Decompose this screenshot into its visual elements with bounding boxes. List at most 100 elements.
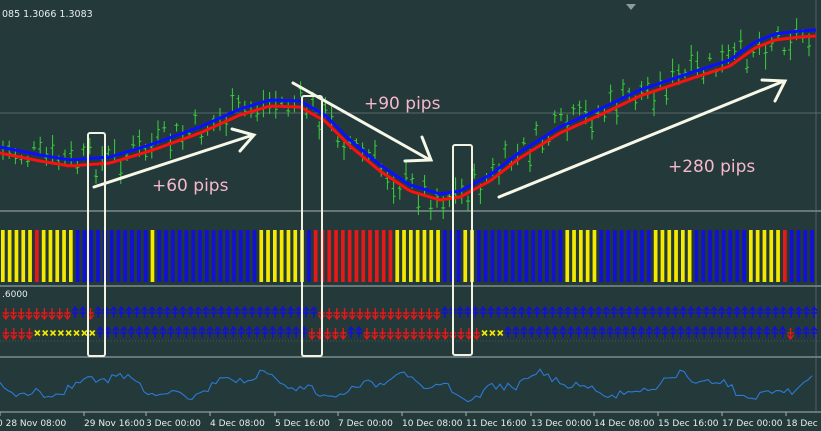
up-arrow-marker	[347, 325, 355, 338]
up-arrow-marker	[133, 305, 141, 318]
signal-bar	[742, 230, 746, 282]
up-arrow-marker	[810, 305, 818, 318]
up-arrow-marker	[510, 305, 518, 318]
up-arrow-marker	[595, 305, 603, 318]
trend-arrow-3	[497, 79, 786, 199]
candle	[590, 118, 594, 140]
up-arrow-marker	[672, 305, 680, 318]
up-arrow-marker	[710, 305, 718, 318]
down-arrow-marker	[371, 328, 379, 341]
candle	[745, 59, 749, 74]
cross-marker	[89, 329, 96, 337]
down-arrow-marker	[433, 308, 441, 321]
up-arrow-marker	[71, 305, 79, 318]
signal-bar	[252, 230, 257, 282]
signal-bar	[776, 230, 780, 282]
candle	[69, 141, 74, 167]
up-arrow-marker	[148, 305, 156, 318]
down-arrow-marker	[308, 328, 316, 341]
signal-bar	[354, 230, 359, 282]
up-arrow-marker	[214, 325, 222, 338]
signal-bar	[35, 230, 39, 282]
signal-bar	[225, 230, 230, 282]
signal-bar	[150, 230, 155, 282]
candle	[707, 53, 712, 62]
down-arrow-marker	[363, 328, 371, 341]
up-arrow-marker	[725, 305, 734, 318]
down-arrow-marker	[410, 308, 418, 321]
up-arrow-marker	[716, 325, 724, 338]
signal-bar	[218, 230, 223, 282]
up-arrow-marker	[732, 325, 740, 338]
signal-bars	[1, 230, 814, 282]
signal-bar	[75, 230, 80, 282]
candle	[373, 139, 377, 163]
down-arrow-marker	[410, 328, 418, 341]
chart-shift-marker[interactable]	[626, 4, 636, 10]
signal-bar	[116, 230, 121, 282]
time-axis-label: 13 Dec 00:00	[531, 419, 592, 429]
cross-marker	[497, 329, 504, 337]
down-arrow-marker	[371, 308, 379, 321]
signal-bar	[769, 230, 774, 282]
candle	[559, 107, 563, 121]
down-arrow-marker	[364, 308, 372, 321]
up-arrow-marker	[163, 305, 172, 318]
signal-bar	[48, 230, 53, 282]
arrow-row-1	[2, 305, 818, 321]
signal-bar	[409, 230, 413, 282]
cross-marker	[81, 329, 88, 337]
up-arrow-marker	[479, 305, 487, 318]
down-arrow-marker	[418, 328, 426, 341]
time-axis-label: 29 Nov 16:00	[84, 419, 145, 429]
down-arrow-marker	[25, 308, 33, 321]
up-arrow-marker	[518, 305, 526, 318]
cross-marker	[57, 329, 64, 337]
down-arrow-marker	[17, 308, 25, 321]
candle	[137, 129, 142, 157]
signal-bar	[171, 230, 175, 282]
signal-bar	[429, 230, 434, 282]
candle	[577, 100, 582, 116]
signal-bar	[749, 230, 753, 282]
up-arrow-marker	[702, 305, 710, 318]
up-arrow-marker	[695, 305, 703, 318]
down-arrow-marker	[426, 328, 434, 341]
signal-bar	[422, 230, 427, 282]
candle	[552, 110, 557, 124]
up-arrow-marker	[210, 305, 218, 318]
signal-bar	[504, 230, 508, 282]
up-arrow-marker	[755, 325, 763, 338]
up-arrow-marker	[248, 305, 256, 318]
time-axis-label: 4 Dec 08:00	[210, 419, 265, 429]
up-arrow-marker	[747, 325, 755, 338]
signal-bar	[361, 230, 366, 282]
up-arrow-marker	[245, 325, 253, 338]
candle	[236, 94, 241, 109]
signal-bar	[803, 230, 808, 282]
up-arrow-marker	[190, 325, 198, 338]
highlight-box-2	[301, 95, 323, 357]
highlight-box-1	[87, 132, 106, 357]
up-arrow-marker	[802, 305, 811, 318]
up-arrow-marker	[222, 325, 230, 338]
trend-arrow-1	[92, 133, 255, 189]
signal-bar	[28, 230, 32, 282]
signal-bar	[789, 230, 794, 282]
up-arrow-marker	[229, 325, 238, 338]
up-arrow-marker	[310, 305, 318, 318]
up-arrow-marker	[677, 325, 685, 338]
signal-bar	[14, 230, 19, 282]
signal-bar	[164, 230, 168, 282]
up-arrow-marker	[256, 305, 264, 318]
signal-highlight-boxes	[87, 95, 473, 357]
down-arrow-marker	[63, 308, 71, 321]
signal-bar	[7, 230, 12, 282]
signal-bar	[660, 230, 665, 282]
signal-bar	[198, 230, 202, 282]
up-arrow-marker	[637, 325, 646, 338]
down-arrow-marker	[324, 328, 332, 341]
signal-bar	[715, 230, 719, 282]
signal-bar	[490, 230, 495, 282]
